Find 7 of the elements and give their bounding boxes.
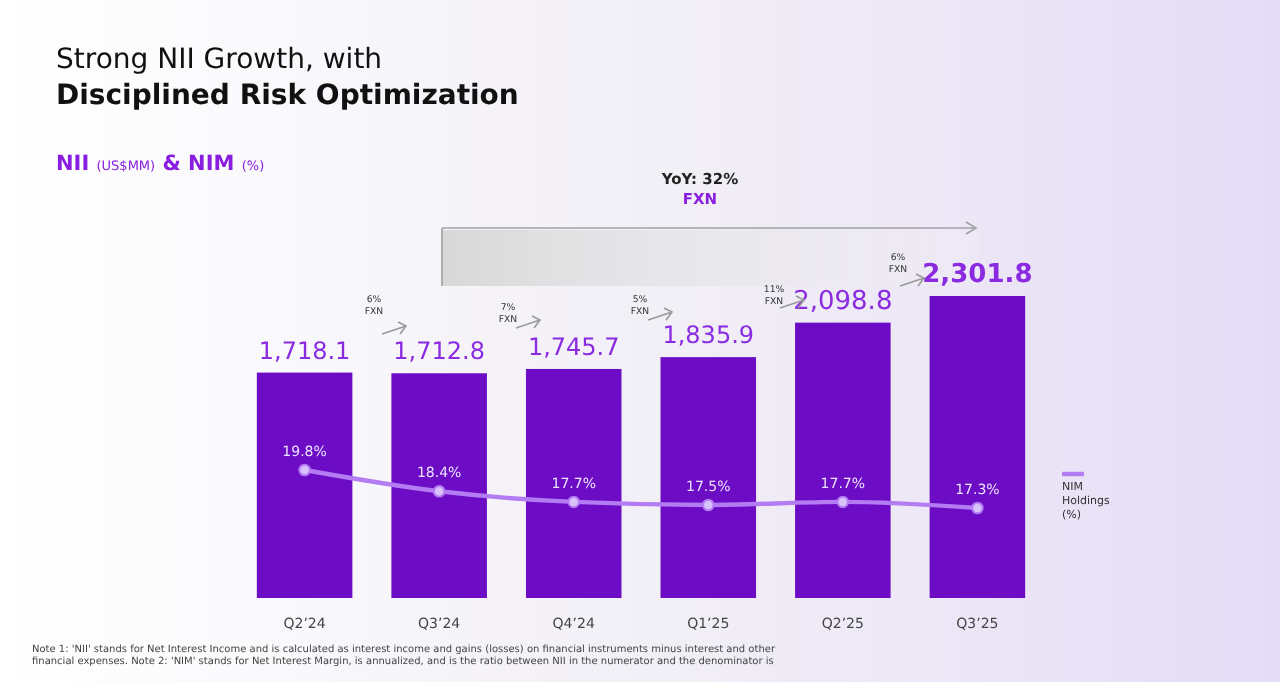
data-label: 1,718.1 xyxy=(258,336,351,365)
chart-title: Strong NII Growth, with Disciplined Risk Optimization xyxy=(56,44,519,112)
data-label: 1,745.7 xyxy=(527,332,620,361)
data-label: 1,835.9 xyxy=(662,321,755,350)
data-label: 1,712.8 xyxy=(393,337,485,366)
data-label: 2,098.8 xyxy=(793,286,893,317)
data-label: 2,301.8 xyxy=(922,260,1033,290)
